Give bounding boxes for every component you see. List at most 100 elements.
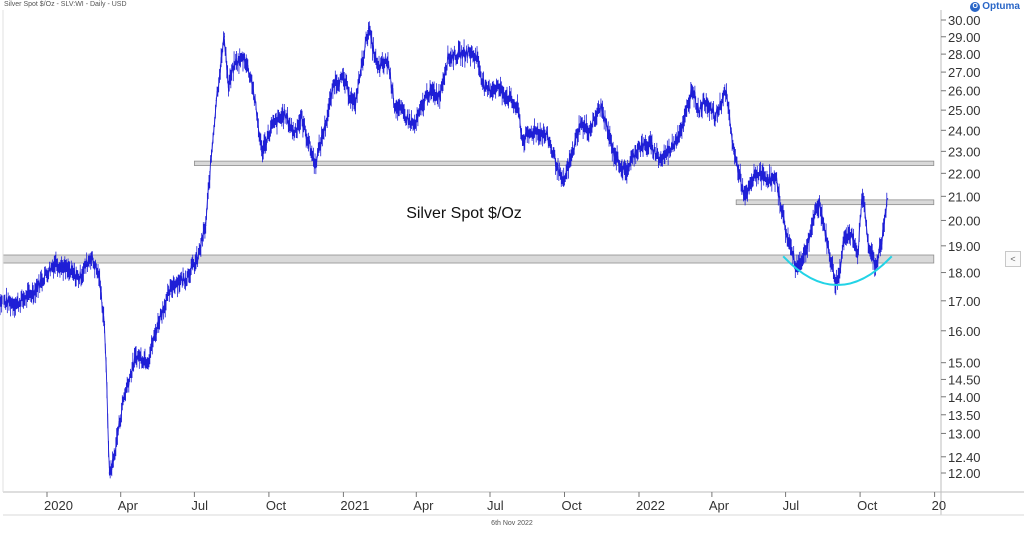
price-point-14	[147, 358, 149, 360]
rounded-bottom-annotation	[782, 255, 893, 287]
price-point-49	[496, 86, 498, 88]
y-tick-label: 29.00	[948, 30, 981, 45]
price-point-1	[16, 303, 18, 305]
price-point-81	[818, 202, 821, 205]
price-point-13	[135, 355, 137, 357]
price-point-85	[844, 232, 846, 234]
optuma-logo-text: Optuma	[982, 1, 1020, 12]
price-point-91	[881, 240, 883, 242]
y-tick-label: 12.40	[948, 450, 981, 465]
price-point-57	[579, 123, 581, 125]
price-point-59	[600, 105, 602, 107]
price-point-26	[251, 80, 253, 82]
x-tick-label: Jul	[783, 498, 800, 513]
price-point-62	[637, 146, 639, 148]
price-point-83	[835, 283, 837, 285]
price-point-86	[850, 234, 852, 237]
y-tick-label: 14.00	[948, 390, 981, 405]
y-tick-label: 25.00	[948, 103, 981, 118]
price-point-70	[714, 117, 716, 119]
x-tick-label: Jul	[487, 498, 504, 513]
price-point-55	[562, 184, 564, 186]
price-point-48	[484, 90, 486, 92]
x-tick-label: Apr	[413, 498, 434, 513]
price-point-29	[283, 113, 285, 115]
price-point-11	[112, 460, 115, 462]
price-point-42	[427, 92, 429, 94]
price-point-36	[354, 105, 356, 107]
optuma-logo: O Optuma	[970, 1, 1020, 12]
price-point-60	[612, 150, 614, 152]
price-point-76	[776, 181, 778, 184]
y-tick-label: 15.00	[948, 356, 981, 371]
price-point-21	[215, 99, 217, 101]
y-tick-label: 16.00	[948, 324, 981, 339]
price-point-39	[387, 60, 389, 62]
price-point-15	[159, 314, 161, 317]
price-point-35	[342, 78, 345, 81]
rounded-bottom-arc	[782, 255, 893, 287]
price-point-25	[244, 57, 246, 59]
price-point-8	[98, 274, 100, 276]
price-point-20	[210, 155, 212, 157]
price-point-63	[649, 144, 651, 146]
chart-title: Silver Spot $/Oz	[406, 205, 522, 222]
x-tick-label: Oct	[561, 498, 582, 513]
price-point-6	[78, 277, 80, 279]
y-tick-label: 24.00	[948, 123, 981, 138]
y-axis-tick-labels: 30.00 29.00 28.00 27.00 26.00 25.00 24.00 23.00…	[941, 13, 981, 481]
price-point-2	[32, 291, 34, 293]
price-point-43	[439, 93, 441, 96]
price-point-19	[205, 224, 207, 227]
price-point-22	[223, 36, 225, 38]
y-tick-label: 14.50	[948, 372, 981, 387]
collapse-panel-button[interactable]: <	[1005, 251, 1021, 267]
price-point-18	[197, 258, 199, 260]
y-tick-label: 23.00	[948, 144, 981, 159]
chart-date-label: 6th Nov 2022	[491, 520, 533, 527]
price-point-69	[705, 99, 707, 101]
price-point-32	[314, 163, 316, 166]
instrument-header: Silver Spot $/Oz - SLV:WI - Daily - USD	[4, 1, 127, 8]
price-point-74	[755, 172, 757, 174]
price-point-40	[393, 103, 396, 105]
price-point-90	[874, 266, 877, 268]
price-point-89	[868, 245, 870, 247]
price-point-64	[660, 159, 662, 161]
price-point-61	[624, 172, 626, 174]
price-point-3	[46, 271, 48, 274]
price-point-24	[234, 62, 236, 64]
y-tick-label: 13.00	[948, 426, 981, 441]
price-point-30	[293, 131, 295, 133]
price-point-58	[588, 129, 591, 131]
price-point-7	[90, 255, 92, 257]
price-point-44	[447, 57, 449, 59]
price-point-73	[744, 198, 746, 200]
price-point-79	[804, 253, 806, 255]
y-tick-label: 12.00	[948, 466, 981, 481]
price-point-82	[827, 245, 829, 247]
price-point-34	[333, 80, 336, 82]
axes	[2, 10, 1024, 516]
price-point-50	[508, 97, 511, 100]
x-tick-label: Apr	[709, 498, 730, 513]
price-point-33	[324, 123, 327, 125]
price-point-27	[261, 150, 263, 152]
y-tick-label: 27.00	[948, 65, 981, 80]
x-axis-tick-labels: 2020 Apr Jul Oct 2021 Apr Jul Oct 2022 Apr Jul Oct 2…	[44, 492, 946, 513]
price-point-47	[476, 57, 478, 59]
chevron-left-icon: <	[1010, 254, 1016, 264]
price-point-4	[55, 261, 57, 263]
y-tick-label: 28.00	[948, 47, 981, 62]
x-tick-label: 20	[932, 498, 946, 513]
price-point-72	[733, 150, 735, 152]
price-point-17	[184, 277, 187, 279]
price-point-68	[697, 109, 699, 111]
price-line	[0, 27, 888, 473]
x-tick-label: Jul	[191, 498, 208, 513]
x-tick-label: Oct	[857, 498, 878, 513]
x-tick-label: 2022	[636, 498, 665, 513]
price-point-52	[521, 140, 523, 142]
price-point-51	[517, 109, 519, 111]
x-tick-label: 2020	[44, 498, 73, 513]
